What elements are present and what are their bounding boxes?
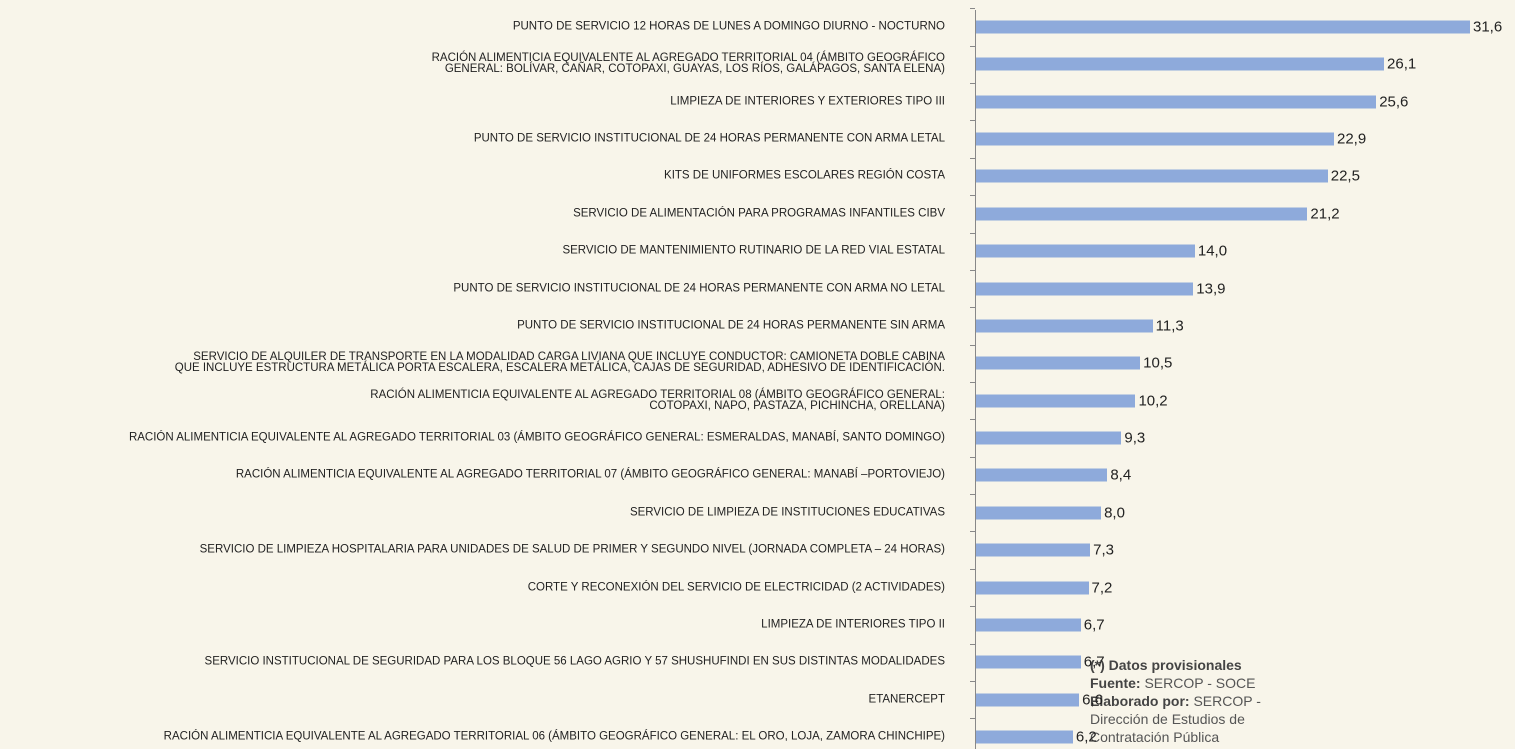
value-label: 26,1 xyxy=(1387,55,1417,73)
bar xyxy=(976,394,1136,408)
axis-tick xyxy=(970,307,975,309)
axis-tick xyxy=(970,83,975,85)
value-label: 10,2 xyxy=(1138,392,1168,410)
value-label: 8,0 xyxy=(1104,504,1125,522)
category-label: RACIÓN ALIMENTICIA EQUIVALENTE AL AGREGA… xyxy=(128,431,945,444)
axis-line xyxy=(975,10,976,749)
axis-tick xyxy=(970,531,975,533)
author: SERCOP - Dirección de Estudios de Contra… xyxy=(1090,693,1261,745)
bar xyxy=(976,431,1122,445)
value-label: 6,7 xyxy=(1083,616,1105,634)
axis-tick xyxy=(970,344,975,346)
category-label: SERVICIO DE MANTENIMIENTO RUTINARIO DE L… xyxy=(562,244,945,257)
value-label: 22,9 xyxy=(1336,130,1367,148)
notes: (*) Datos provisionales Fuente: SERCOP -… xyxy=(1090,656,1320,746)
bar xyxy=(976,319,1153,333)
axis-tick xyxy=(970,157,975,159)
axis-tick xyxy=(970,568,975,570)
category-label: PUNTO DE SERVICIO 12 HORAS DE LUNES A DO… xyxy=(512,20,945,33)
category-label: KITS DE UNIFORMES ESCOLARES REGIÓN COSTA xyxy=(664,169,945,182)
author-label: Elaborado por: xyxy=(1090,693,1190,709)
category-label: RACIÓN ALIMENTICIA EQUIVALENTE AL AGREGA… xyxy=(235,468,945,481)
axis-tick xyxy=(970,382,975,383)
category-label: PUNTO DE SERVICIO INSTITUCIONAL DE 24 HO… xyxy=(453,282,945,295)
bar xyxy=(976,543,1091,557)
axis-tick xyxy=(970,269,975,271)
category-label: SERVICIO DE LIMPIEZA DE INSTITUCIONES ED… xyxy=(629,506,945,519)
value-label: 25,6 xyxy=(1379,93,1409,111)
axis-tick xyxy=(970,8,975,10)
category-label: SERVICIO DE ALQUILER DE TRANSPORTE EN LA… xyxy=(174,351,945,375)
category-label: RACIÓN ALIMENTICIA EQUIVALENTE AL AGREGA… xyxy=(370,388,945,412)
value-label: 11,3 xyxy=(1155,317,1184,335)
bar xyxy=(976,618,1081,632)
category-label: PUNTO DE SERVICIO INSTITUCIONAL DE 24 HO… xyxy=(517,319,945,332)
value-label: 7,2 xyxy=(1091,579,1113,597)
bar xyxy=(976,244,1195,258)
bar xyxy=(976,57,1385,71)
category-label: ETANERCEPT xyxy=(868,693,945,706)
bar xyxy=(976,506,1102,520)
bar xyxy=(976,356,1141,370)
axis-tick xyxy=(970,718,975,720)
bar xyxy=(976,581,1089,595)
category-label: PUNTO DE SERVICIO INSTITUCIONAL DE 24 HO… xyxy=(473,132,945,145)
bar xyxy=(976,169,1328,183)
bar xyxy=(976,132,1334,146)
category-label: LIMPIEZA DE INTERIORES Y EXTERIORES TIPO… xyxy=(670,95,945,108)
axis-tick xyxy=(970,419,975,421)
axis-tick xyxy=(970,195,975,197)
value-label: 8,4 xyxy=(1110,466,1132,484)
source-label: Fuente: xyxy=(1090,675,1141,691)
bar xyxy=(976,20,1470,34)
value-label: 13,9 xyxy=(1196,280,1226,298)
bar xyxy=(976,730,1073,744)
axis-tick xyxy=(970,120,975,122)
category-label: CORTE Y RECONEXIÓN DEL SERVICIO DE ELECT… xyxy=(527,581,945,594)
category-label: SERVICIO DE LIMPIEZA HOSPITALARIA PARA U… xyxy=(199,543,945,556)
axis-tick xyxy=(970,232,975,234)
value-label: 31,6 xyxy=(1473,18,1503,36)
value-label: 22,5 xyxy=(1330,167,1360,185)
category-label: LIMPIEZA DE INTERIORES TIPO II xyxy=(761,618,945,631)
axis-tick xyxy=(970,45,975,47)
category-label: RACIÓN ALIMENTICIA EQUIVALENTE AL AGREGA… xyxy=(431,52,945,76)
bar xyxy=(976,207,1308,221)
value-label: 21,2 xyxy=(1310,205,1340,223)
axis-tick xyxy=(970,606,975,608)
source: SERCOP - SOCE xyxy=(1144,675,1256,691)
category-label: RACIÓN ALIMENTICIA EQUIVALENTE AL AGREGA… xyxy=(163,730,945,743)
bar xyxy=(976,95,1377,109)
axis-tick xyxy=(970,494,975,496)
category-label: SERVICIO INSTITUCIONAL DE SEGURIDAD PARA… xyxy=(204,655,945,668)
bar xyxy=(976,468,1108,482)
bar xyxy=(976,693,1080,707)
value-label: 6,6 xyxy=(1082,691,1104,709)
value-label: 9,3 xyxy=(1124,429,1146,447)
value-label: 6,2 xyxy=(1075,728,1097,746)
value-label: 10,5 xyxy=(1143,354,1173,372)
axis-tick xyxy=(970,456,975,458)
category-label: SERVICIO DE ALIMENTACIÓN PARA PROGRAMAS … xyxy=(573,207,945,220)
value-label: 14,0 xyxy=(1197,242,1228,260)
bar xyxy=(976,655,1081,669)
axis-tick xyxy=(970,643,975,645)
value-label: 7,3 xyxy=(1093,541,1114,559)
notes-title: (*) Datos provisionales xyxy=(1090,657,1242,673)
axis-tick xyxy=(970,680,975,682)
bar xyxy=(976,282,1194,296)
value-label: 6,7 xyxy=(1083,653,1105,671)
